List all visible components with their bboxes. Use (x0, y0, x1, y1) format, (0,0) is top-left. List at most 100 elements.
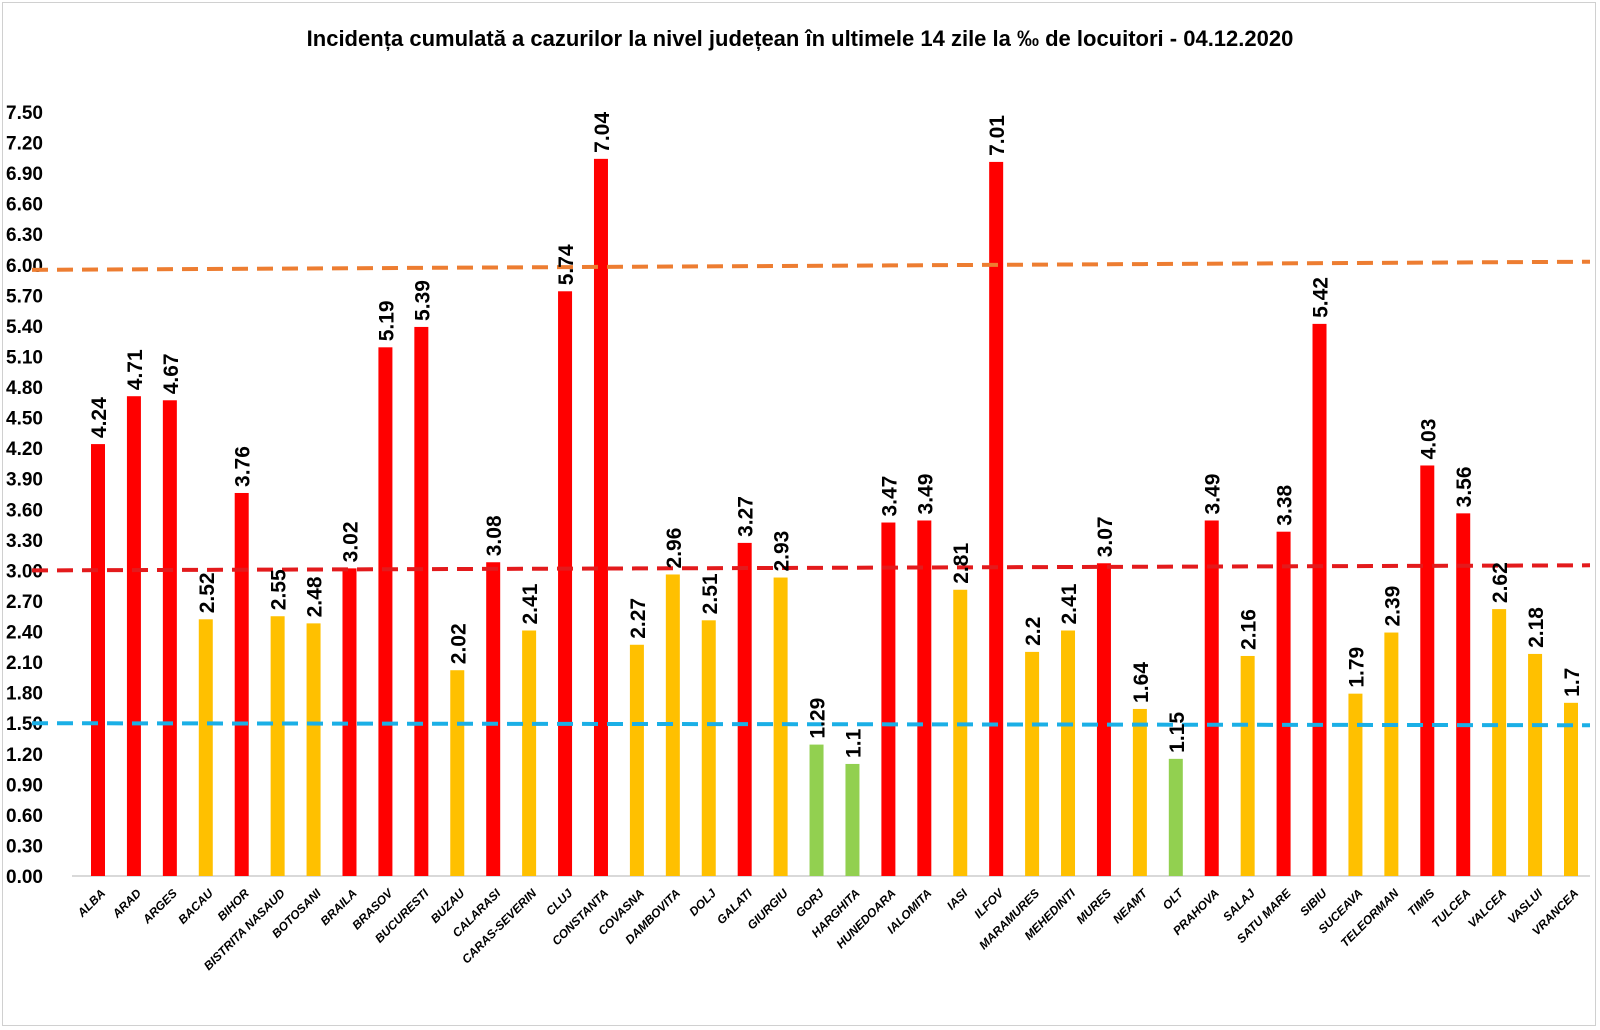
bar-teleorman (1384, 632, 1399, 876)
bar-bacau (198, 619, 213, 876)
bar-galati (737, 542, 752, 876)
reference-line (31, 563, 1591, 573)
data-label: 2.93 (771, 531, 794, 572)
data-label: 2.16 (1238, 609, 1261, 650)
bar-bucuresti (414, 326, 429, 876)
data-label: 2.62 (1489, 562, 1512, 603)
y-tick-label: 2.10 (6, 653, 43, 674)
data-label: 7.01 (986, 115, 1009, 156)
data-label: 4.24 (88, 397, 111, 438)
data-label: 3.27 (735, 496, 758, 537)
y-tick-label: 1.50 (6, 714, 43, 735)
y-tick-label: 1.20 (6, 745, 43, 766)
y-tick-label: 3.90 (6, 470, 43, 491)
bar-timis (1420, 465, 1435, 876)
y-tick-label: 5.70 (6, 286, 43, 307)
y-tick-label: 6.90 (6, 164, 43, 185)
x-tick-label: SIBIU (1297, 886, 1330, 919)
bar-ilfov (989, 161, 1004, 876)
bar-bistrita-nasaud (270, 616, 285, 876)
x-tick-label: MURES (1074, 886, 1115, 927)
chart-title: Incidența cumulată a cazurilor la nivel … (307, 26, 1294, 51)
bar-satu-mare (1276, 531, 1291, 876)
y-tick-label: 6.60 (6, 195, 43, 216)
y-tick-label: 3.30 (6, 531, 43, 552)
data-label: 5.19 (375, 300, 398, 341)
bar-hunedoara (881, 522, 896, 876)
data-label: 3.08 (483, 515, 506, 556)
data-label: 3.56 (1453, 466, 1476, 507)
bar-arad (126, 396, 141, 876)
y-tick-label: 0.00 (6, 867, 43, 888)
bar-sibiu (1312, 323, 1327, 876)
y-tick-label: 4.20 (6, 439, 43, 460)
bar-maramures (1025, 651, 1040, 876)
data-label: 2.96 (663, 528, 686, 569)
data-label: 1.29 (807, 698, 830, 739)
data-label: 3.07 (1094, 516, 1117, 557)
bar-ialomita (917, 520, 932, 876)
data-label: 1.64 (1130, 662, 1153, 703)
bar-dolj (701, 620, 716, 876)
x-tick-label: TULCEA (1429, 886, 1473, 930)
y-tick-label: 6.00 (6, 256, 43, 277)
y-tick-label: 2.70 (6, 592, 43, 613)
data-label: 1.79 (1345, 647, 1368, 688)
bar-brasov (378, 347, 393, 876)
x-tick-label: ALBA (74, 886, 108, 920)
data-label: 3.49 (1202, 474, 1225, 515)
y-tick-label: 3.00 (6, 561, 43, 582)
bar-mures (1096, 563, 1111, 876)
bar-salaj (1240, 655, 1255, 876)
data-label: 2.51 (699, 573, 722, 614)
data-label: 2.41 (519, 583, 542, 624)
bar-mehedinti (1061, 630, 1076, 876)
data-label: 3.02 (339, 521, 362, 562)
bar-buzau (450, 670, 465, 876)
data-label: 5.74 (555, 244, 578, 285)
reference-line (31, 721, 1591, 728)
bar-vrancea (1564, 702, 1578, 876)
data-label: 7.04 (591, 112, 614, 153)
y-tick-label: 0.30 (6, 836, 43, 857)
y-tick-label: 0.60 (6, 806, 43, 827)
y-tick-label: 3.60 (6, 500, 43, 521)
x-tick-label: TIMIS (1405, 886, 1438, 919)
data-label: 5.42 (1310, 277, 1333, 318)
x-tick-label: NEAMT (1110, 885, 1151, 926)
bar-valcea (1492, 609, 1507, 876)
data-label: 2.48 (304, 576, 327, 617)
bar-bihor (234, 492, 249, 876)
bar-botosani (306, 623, 321, 876)
bar-braila (342, 568, 357, 876)
bar-prahova (1204, 520, 1219, 876)
bar-harghita (845, 763, 860, 876)
y-tick-label: 4.80 (6, 378, 43, 399)
y-tick-label: 5.10 (6, 347, 43, 368)
y-tick-label: 7.20 (6, 134, 43, 155)
reference-line (31, 259, 1591, 272)
data-label: 2.81 (950, 543, 973, 584)
y-tick-label: 4.50 (6, 409, 43, 430)
data-label: 2.39 (1381, 586, 1404, 627)
bar-calarasi (486, 562, 501, 876)
reference-lines (31, 259, 1591, 728)
y-tick-label: 0.90 (6, 775, 43, 796)
x-tick-label: OLT (1160, 885, 1187, 912)
x-tick-label: DOLJ (686, 886, 719, 919)
bar-giurgiu (773, 577, 788, 876)
y-tick-label: 2.40 (6, 623, 43, 644)
bar-constanta (593, 158, 608, 877)
bar-caras-severin (522, 630, 537, 876)
data-label: 1.1 (842, 728, 865, 758)
data-label: 4.71 (124, 349, 147, 390)
data-label: 1.15 (1166, 712, 1189, 753)
bar-arges (162, 400, 177, 876)
data-label: 4.03 (1417, 419, 1440, 460)
data-label: 2.41 (1058, 583, 1081, 624)
bar-olt (1168, 758, 1183, 876)
bar-alba (91, 444, 105, 876)
